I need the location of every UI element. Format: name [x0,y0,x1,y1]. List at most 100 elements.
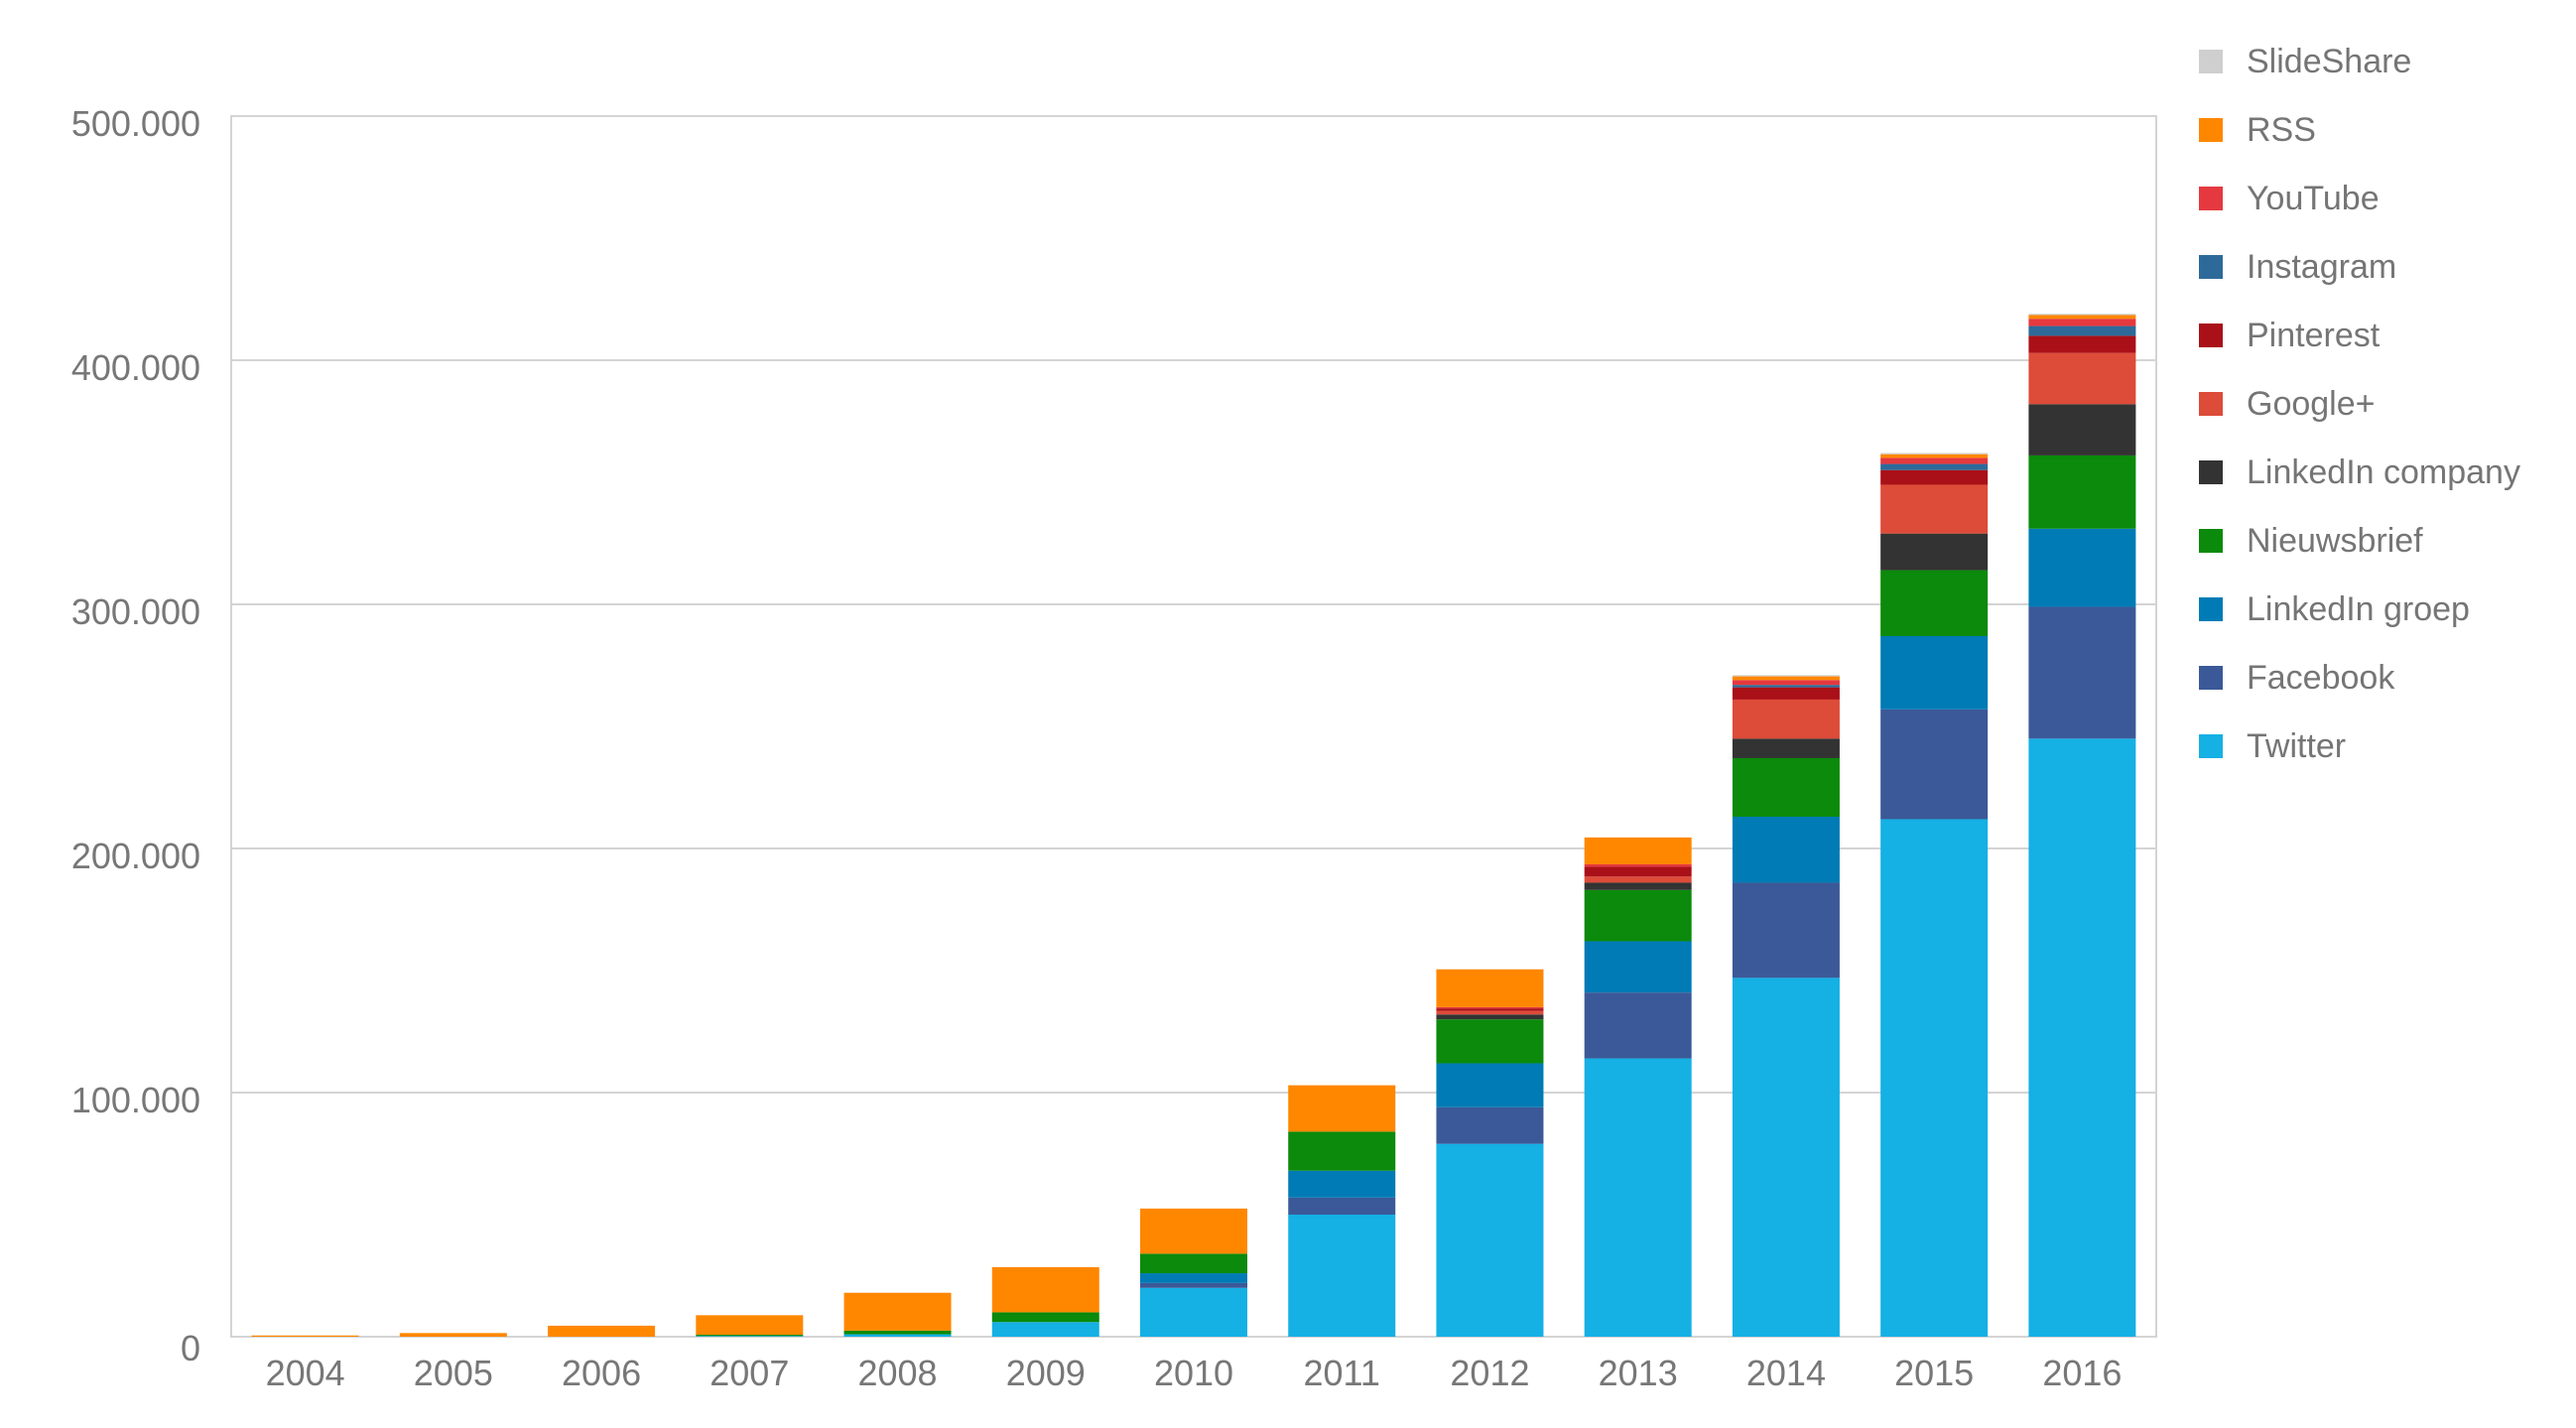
bar-segment-instagram-2016 [2028,325,2136,336]
y-tick-label: 100.000 [71,1080,200,1120]
bar-segment-twitter-2011 [1288,1215,1396,1337]
bar-segment-rss-2008 [843,1292,952,1331]
bar-segment-google--2013 [1584,876,1692,883]
legend-label: YouTube [2247,180,2380,217]
bar-segment-linkedin-groep-2015 [1880,635,1989,710]
bar-segment-pinterest-2013 [1584,866,1692,877]
legend-swatch-linkedin-groep [2199,597,2223,621]
bar-segment-linkedin-groep-2014 [1732,817,1840,883]
bar-segment-facebook-2011 [1288,1197,1396,1215]
bar-segment-nieuwsbrief-2010 [1140,1253,1247,1274]
legend-swatch-google- [2199,392,2223,416]
x-tick-label: 2011 [1304,1353,1380,1393]
bar-segment-google--2015 [1880,484,1989,534]
legend-label: Nieuwsbrief [2247,522,2423,560]
bar-segment-pinterest-2016 [2028,335,2136,353]
bar-segment-rss-2004 [251,1335,359,1337]
y-tick-label: 200.000 [71,836,200,876]
bar-segment-rss-2005 [399,1333,507,1337]
bar-segment-rss-2010 [1140,1208,1247,1254]
bar-segment-nieuwsbrief-2016 [2028,454,2136,529]
bar-segment-linkedin-company-2012 [1436,1014,1544,1020]
bar-segment-google--2016 [2028,352,2136,405]
y-tick-label: 500.000 [71,103,200,144]
bar-segment-twitter-2008 [843,1334,952,1337]
legend-swatch-pinterest [2199,324,2223,347]
bar-segment-rss-2014 [1732,676,1840,681]
bar-segment-slideshare-2015 [1880,453,1989,454]
bar-segment-facebook-2012 [1436,1106,1544,1144]
bar-segment-linkedin-groep-2012 [1436,1063,1544,1107]
bar-segment-rss-2016 [2028,315,2136,320]
bar-segment-linkedin-groep-2010 [1140,1273,1247,1283]
x-tick-label: 2010 [1154,1353,1233,1393]
bar-segment-twitter-2012 [1436,1143,1544,1337]
bar-segment-rss-2007 [696,1315,804,1336]
bar-segment-nieuwsbrief-2009 [991,1312,1099,1323]
bar-segment-twitter-2016 [2028,738,2136,1337]
bar-segment-instagram-2014 [1732,685,1840,688]
bar-segment-youtube-2016 [2028,319,2136,326]
bar-segment-twitter-2010 [1140,1287,1247,1337]
bar-segment-slideshare-2014 [1732,675,1840,677]
x-tick-label: 2005 [414,1353,493,1393]
legend-label: Twitter [2247,727,2346,765]
x-tick-label: 2013 [1599,1353,1678,1393]
bar-segment-facebook-2010 [1140,1282,1247,1288]
bar-segment-rss-2013 [1584,837,1692,864]
x-tick-label: 2006 [562,1353,641,1393]
legend-label: RSS [2247,111,2316,149]
legend-swatch-nieuwsbrief [2199,529,2223,553]
legend-swatch-twitter [2199,734,2223,758]
bar-segment-nieuwsbrief-2007 [696,1335,804,1337]
bar-segment-facebook-2014 [1732,882,1840,978]
legend-swatch-rss [2199,118,2223,142]
x-tick-label: 2009 [1006,1353,1086,1393]
bar-segment-linkedin-company-2016 [2028,404,2136,455]
bar-segment-facebook-2016 [2028,606,2136,739]
bar-segment-youtube-2015 [1880,457,1989,464]
legend-swatch-linkedin-company [2199,460,2223,484]
bar-segment-twitter-2009 [991,1322,1099,1337]
bar-segment-slideshare-2016 [2028,314,2136,316]
legend-label: Google+ [2247,385,2376,423]
bar-segment-rss-2009 [991,1266,1099,1313]
bar-segment-youtube-2014 [1732,680,1840,686]
legend-swatch-facebook [2199,666,2223,690]
bar-segment-nieuwsbrief-2008 [843,1330,952,1335]
legend-label: Instagram [2247,248,2396,286]
bar-segment-linkedin-groep-2011 [1288,1170,1396,1198]
bar-segment-nieuwsbrief-2014 [1732,757,1840,818]
bar-segment-nieuwsbrief-2015 [1880,570,1989,636]
bar-segment-google--2014 [1732,699,1840,739]
x-tick-label: 2016 [2042,1353,2122,1393]
legend-label: Facebook [2247,659,2395,697]
legend-label: SlideShare [2247,43,2411,80]
legend-label: LinkedIn company [2247,454,2520,491]
bar-segment-rss-2012 [1436,969,1544,1007]
x-tick-label: 2004 [266,1353,345,1393]
bar-segment-linkedin-company-2014 [1732,738,1840,758]
x-tick-label: 2008 [857,1353,937,1393]
legend-swatch-slideshare [2199,50,2223,73]
bar-segment-twitter-2015 [1880,819,1989,1337]
bar-segment-linkedin-company-2013 [1584,882,1692,890]
bar-segment-rss-2015 [1880,454,1989,458]
x-tick-label: 2014 [1746,1353,1826,1393]
y-tick-label: 0 [181,1328,200,1368]
bar-segment-facebook-2015 [1880,709,1989,820]
plot-frame [230,115,2157,1338]
bar-segment-youtube-2012 [1436,1006,1544,1009]
legend-swatch-instagram [2199,255,2223,279]
x-tick-label: 2007 [709,1353,789,1393]
bar-segment-twitter-2013 [1584,1058,1692,1337]
bar-segment-pinterest-2015 [1880,469,1989,485]
x-tick-label: 2012 [1450,1353,1529,1393]
bar-segment-google--2012 [1436,1010,1544,1015]
bar-segment-nieuwsbrief-2012 [1436,1019,1544,1064]
bar-segment-rss-2011 [1288,1085,1396,1132]
bar-segment-youtube-2013 [1584,863,1692,867]
legend-swatch-youtube [2199,187,2223,210]
legend-label: Pinterest [2247,317,2381,354]
